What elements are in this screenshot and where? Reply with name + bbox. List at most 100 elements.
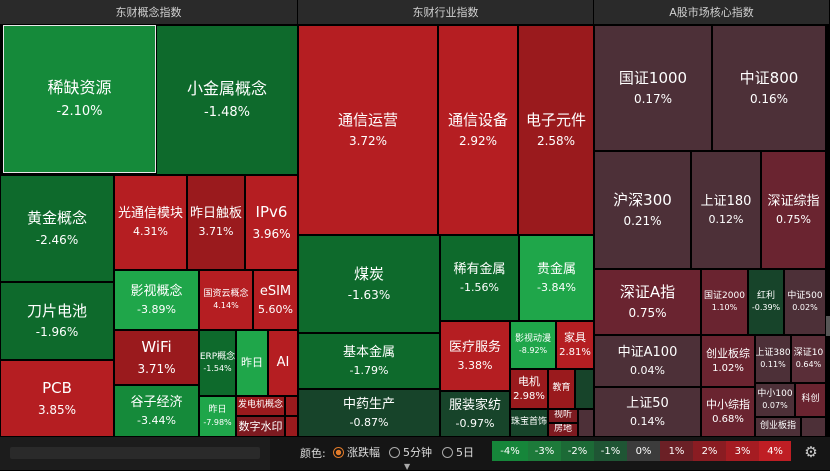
radio-label: 5日 <box>456 446 474 459</box>
tile-guozheng-2000[interactable]: 国证2000 1.10% <box>701 269 748 335</box>
tile-name: 影视概念 <box>130 283 183 299</box>
tile-xiao-jinshu[interactable]: 小金属概念 -1.48% <box>156 25 298 175</box>
tile-pct: -1.63% <box>347 288 391 303</box>
tile-jiben-jinshu[interactable]: 基本金属 -1.79% <box>298 333 440 389</box>
gear-icon[interactable]: ⚙ <box>804 443 818 461</box>
tile-pct: 5.60% <box>258 302 293 316</box>
tile-fangdi[interactable]: 房地 <box>548 423 578 437</box>
tile-pct: 0.07% <box>762 401 788 411</box>
tile-fuzhuang-jiafang[interactable]: 服装家纺 -0.97% <box>440 391 510 437</box>
tile-name: 黄金概念 <box>26 209 87 228</box>
tile-shiting[interactable]: 视听 <box>548 409 578 423</box>
tile-name: 医疗服务 <box>448 339 501 355</box>
tile-shenzheng-zongzhi[interactable]: 深证综指 0.75% <box>761 151 826 269</box>
tile-xique-ziyuan[interactable]: 稀缺资源 -2.10% <box>3 25 156 173</box>
tile-zhongzheng-a100[interactable]: 中证A100 0.04% <box>594 335 701 387</box>
tile-hongli[interactable]: 红利 -0.39% <box>748 269 784 335</box>
tile-fadianji[interactable]: 发电机概念 <box>236 396 285 416</box>
tile-wifi[interactable]: WiFi 3.71% <box>114 330 199 385</box>
tile-erp[interactable]: ERP概念 -1.54% <box>199 330 236 396</box>
tile-daopian-dianchi[interactable]: 刀片电池 -1.96% <box>0 282 114 360</box>
tile-zhongxiao-zongzhi[interactable]: 中小综指 0.68% <box>701 387 755 437</box>
tile-name: IPv6 <box>255 203 288 222</box>
tile-name: 小金属概念 <box>186 78 267 98</box>
tile-chuangyeban-zhi[interactable]: 创业板指 <box>755 417 801 437</box>
tile-guozheng-1000[interactable]: 国证1000 0.17% <box>594 25 712 151</box>
tile-small-mauve[interactable] <box>578 409 594 437</box>
tile-name: eSIM <box>259 283 292 299</box>
tile-shangzheng-50[interactable]: 上证50 0.14% <box>594 387 701 437</box>
tile-name: 昨日 <box>208 405 227 416</box>
radio-change-pct[interactable]: 涨跌幅 <box>333 444 380 460</box>
tile-name: 光通信模块 <box>117 206 183 221</box>
tile-zhubao[interactable]: 珠宝首饰 <box>510 409 548 437</box>
tile-jiaoyu[interactable]: 教育 <box>548 369 575 409</box>
tile-shenzheng-10[interactable]: 深证10 0.64% <box>791 335 826 383</box>
tile-chuangyeban-zong[interactable]: 创业板综 1.02% <box>701 335 755 387</box>
tile-zhongzheng-500[interactable]: 中证500 0.02% <box>784 269 826 335</box>
tile-small-red-2[interactable] <box>285 416 298 437</box>
tile-pct: 0.21% <box>623 214 662 229</box>
tile-shangzheng-180[interactable]: 上证180 0.12% <box>691 151 761 269</box>
tile-dianzi-yuanjian[interactable]: 电子元件 2.58% <box>518 25 594 235</box>
color-legend: -4% -3% -2% -1% 0% 1% 2% 3% 4% <box>492 441 791 461</box>
tile-jiaju[interactable]: 家具 2.81% <box>556 321 594 369</box>
tile-xiyou-jinshu[interactable]: 稀有金属 -1.56% <box>440 235 519 321</box>
scrollbar-thumb[interactable] <box>10 447 260 459</box>
legend-swatch: -3% <box>528 441 561 461</box>
tile-meitan[interactable]: 煤炭 -1.63% <box>298 235 440 333</box>
tile-zhongxiao-100[interactable]: 中小100 0.07% <box>755 383 795 417</box>
right-scroll-handle[interactable] <box>826 316 830 336</box>
tile-small-mauve-2[interactable] <box>801 417 826 437</box>
tile-small-green[interactable] <box>575 369 594 409</box>
tile-zuori-b[interactable]: 昨日 <box>236 330 268 396</box>
tile-yiliao-fuwu[interactable]: 医疗服务 3.38% <box>440 321 510 391</box>
tile-small-red[interactable] <box>285 396 298 416</box>
tile-pct: 0.12% <box>708 212 744 226</box>
header-core-index: A股市场核心指数 <box>594 0 830 24</box>
tile-tongxin-yunying[interactable]: 通信运营 3.72% <box>298 25 438 235</box>
tile-guzi-jingji[interactable]: 谷子经济 -3.44% <box>114 385 199 437</box>
radio-label: 5分钟 <box>403 446 432 459</box>
tile-name: 刀片电池 <box>26 301 87 320</box>
tile-tongxin-shebei[interactable]: 通信设备 2.92% <box>438 25 518 235</box>
tile-guangtongxin[interactable]: 光通信模块 4.31% <box>114 175 187 270</box>
tile-name: 通信运营 <box>337 110 398 129</box>
tile-pct: -8.92% <box>518 346 548 356</box>
legend-swatch: -4% <box>492 441 528 461</box>
tile-zuori-a[interactable]: 昨日 -7.98% <box>199 396 236 437</box>
tile-hushen-300[interactable]: 沪深300 0.21% <box>594 151 691 269</box>
tile-pct: 0.16% <box>749 92 789 107</box>
tile-yingshi-dongman[interactable]: 影视动漫 -8.92% <box>510 321 556 369</box>
tile-zuori-chuban[interactable]: 昨日触板 3.71% <box>187 175 245 270</box>
tile-esim[interactable]: eSIM 5.60% <box>253 270 298 330</box>
tile-gui-jinshu[interactable]: 贵金属 -3.84% <box>519 235 594 321</box>
tile-kechuang[interactable]: 科创 <box>795 383 826 417</box>
tile-guoziyun[interactable]: 国资云概念 4.14% <box>199 270 253 330</box>
tile-shenzheng-a[interactable]: 深证A指 0.75% <box>594 269 701 335</box>
tile-name: 上证50 <box>626 395 669 411</box>
tile-pcb[interactable]: PCB 3.85% <box>0 360 114 437</box>
radio-5min[interactable]: 5分钟 <box>389 444 432 460</box>
tile-pct: -1.56% <box>460 280 499 294</box>
tile-shangzheng-380[interactable]: 上证380 0.11% <box>755 335 791 383</box>
tile-name: 房地 <box>553 424 572 435</box>
tile-huangjin[interactable]: 黄金概念 -2.46% <box>0 175 114 282</box>
tile-ai[interactable]: AI <box>268 330 298 396</box>
chevron-down-icon[interactable]: ▼ <box>404 462 411 471</box>
tile-zhongyao-shengchan[interactable]: 中药生产 -0.87% <box>298 389 440 437</box>
tile-name: 贵金属 <box>536 261 576 277</box>
tile-zhongzheng-800[interactable]: 中证800 0.16% <box>712 25 826 151</box>
tile-name: 中证500 <box>787 290 823 301</box>
tile-shuzi-shuiyin[interactable]: 数字水印 <box>236 416 285 437</box>
tile-pct: -1.54% <box>203 364 232 374</box>
tile-ipv6[interactable]: IPv6 3.96% <box>245 175 298 270</box>
tile-name: 珠宝首饰 <box>511 417 548 428</box>
tile-name: 深证10 <box>793 347 824 358</box>
tile-dianji[interactable]: 电机 2.98% <box>510 369 548 409</box>
tile-name: 煤炭 <box>353 264 384 283</box>
tile-pct: 0.75% <box>776 212 811 226</box>
tile-yingshi-gainian[interactable]: 影视概念 -3.89% <box>114 270 199 330</box>
tile-pct: -2.10% <box>56 103 103 119</box>
radio-5day[interactable]: 5日 <box>442 444 474 460</box>
